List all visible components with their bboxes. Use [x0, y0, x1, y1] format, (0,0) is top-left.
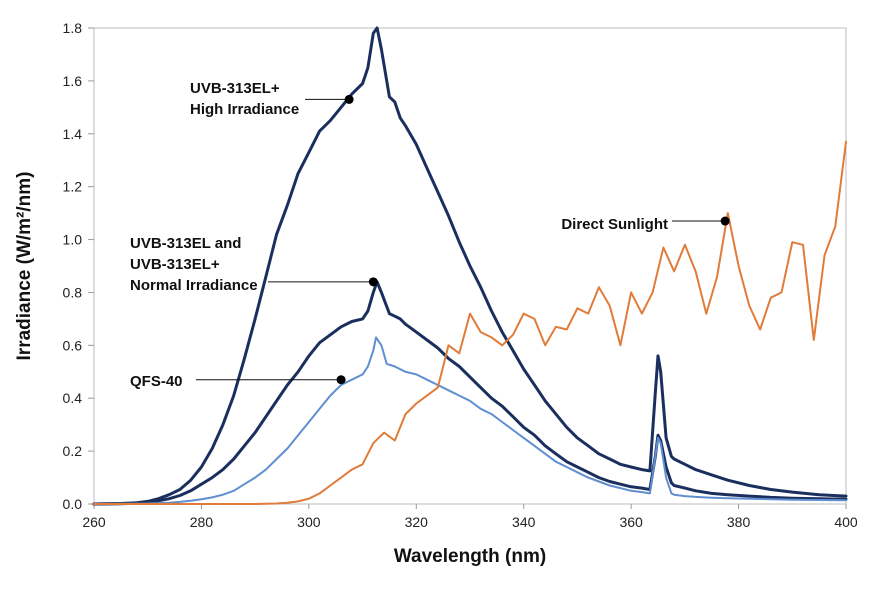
- plot-frame: [93, 27, 847, 505]
- x-tick-label: 340: [512, 514, 536, 530]
- x-tick-label: 380: [727, 514, 751, 530]
- y-tick-label: 0.6: [63, 337, 83, 353]
- x-tick-label: 360: [619, 514, 643, 530]
- series-line-1: [92, 26, 848, 506]
- x-tick-label: 320: [405, 514, 429, 530]
- annotation-dot: [344, 94, 354, 104]
- y-axis-title: Irradiance (W/m²/nm): [14, 172, 35, 361]
- annotation-dot: [720, 216, 730, 226]
- annotation-label: High Irradiance: [190, 101, 299, 118]
- y-tick-label: 1.4: [63, 126, 83, 142]
- series-layer: [92, 26, 848, 506]
- y-tick-label: 1.8: [63, 20, 83, 36]
- annotation-label: UVB-313EL+: [190, 80, 280, 97]
- x-tick-label: 300: [297, 514, 321, 530]
- x-axis: 260 280 300 320 340 360 380 400: [82, 504, 858, 530]
- annotation-layer: UVB-313EL+ High Irradiance UVB-313EL and UV…: [130, 80, 730, 390]
- annotation-label: UVB-313EL+: [130, 256, 220, 273]
- annotation-dot: [336, 375, 346, 385]
- series-line-4: [93, 140, 847, 505]
- annotation-label: Direct Sunlight: [561, 216, 668, 233]
- y-tick-label: 0.8: [63, 284, 83, 300]
- y-tick-label: 1.2: [63, 179, 83, 195]
- series-line-2: [92, 280, 848, 506]
- y-axis: 0.0 0.2 0.4 0.6 0.8 1.0 1.2 1.4 1.6 1.8: [63, 20, 94, 512]
- annotation-label: UVB-313EL and: [130, 235, 241, 252]
- y-tick-label: 1.6: [63, 73, 83, 89]
- y-tick-label: 1.0: [63, 232, 83, 248]
- annotation-dot: [368, 277, 378, 287]
- series-line-3: [93, 336, 847, 505]
- x-tick-label: 400: [834, 514, 858, 530]
- y-tick-label: 0.4: [63, 390, 83, 406]
- x-tick-label: 260: [82, 514, 106, 530]
- y-tick-label: 0.0: [63, 496, 83, 512]
- x-tick-label: 280: [190, 514, 214, 530]
- y-tick-label: 0.2: [63, 443, 83, 459]
- annotation-label: QFS-40: [130, 373, 183, 390]
- annotation-label: Normal Irradiance: [130, 277, 258, 294]
- x-axis-title: Wavelength (nm): [394, 546, 546, 567]
